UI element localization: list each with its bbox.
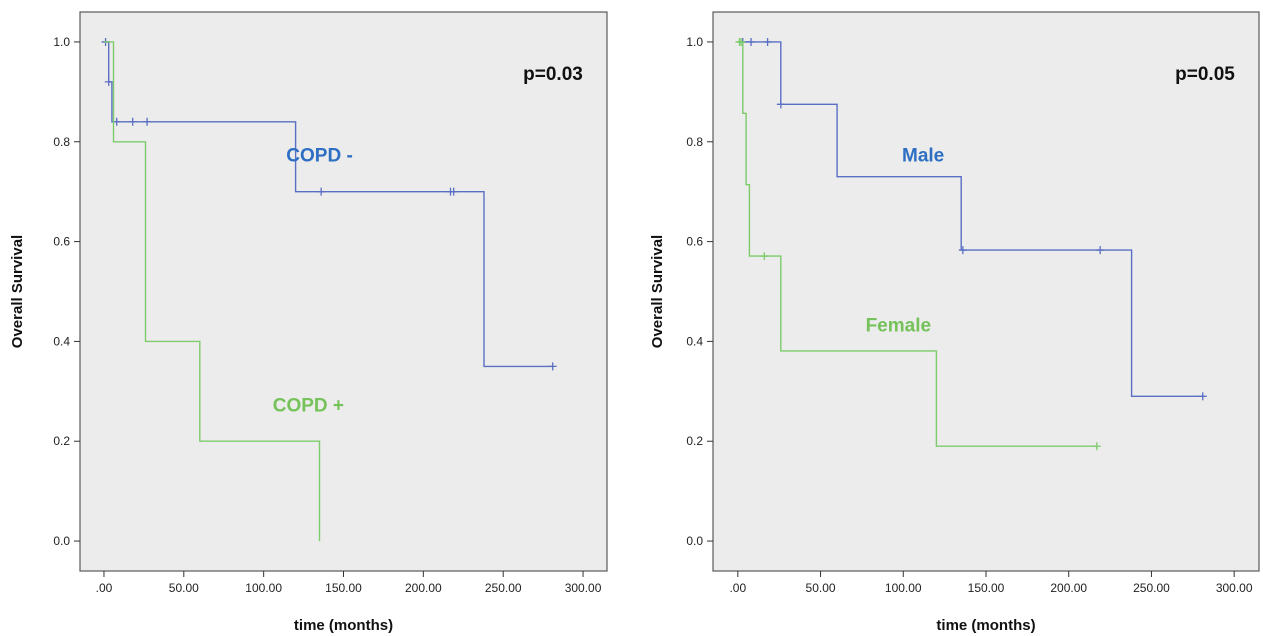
y-tick-label: 0.0 bbox=[53, 534, 70, 548]
survival-curve-female bbox=[737, 41, 1097, 447]
y-tick-label: 0.2 bbox=[686, 434, 703, 448]
plot-area bbox=[79, 11, 608, 572]
x-tick-label: 300.00 bbox=[565, 581, 602, 595]
y-tick-label: 1.0 bbox=[686, 35, 703, 49]
censor-mark bbox=[737, 37, 746, 46]
censor-mark bbox=[128, 117, 137, 126]
survival-curve-male bbox=[737, 41, 1203, 397]
x-tick-label: .00 bbox=[729, 581, 746, 595]
x-tick-label: 150.00 bbox=[968, 581, 1005, 595]
y-axis-label: Overall Survival bbox=[649, 235, 666, 348]
censor-mark bbox=[760, 252, 769, 261]
series-label-copd: COPD + bbox=[273, 395, 344, 416]
y-tick-label: 0.2 bbox=[53, 434, 70, 448]
series-label-male: Male bbox=[902, 146, 944, 167]
x-tick-label: 250.00 bbox=[1133, 581, 1170, 595]
p-value-annotation: p=0.05 bbox=[1175, 64, 1235, 85]
y-tick-label: 0.4 bbox=[686, 334, 703, 348]
chart-panel-right: .00 50.00 100.00 150.00 200.00 250.00 300.00 0.… bbox=[649, 11, 1260, 634]
censor-mark bbox=[104, 77, 113, 86]
censor-mark bbox=[449, 187, 458, 196]
x-tick-label: 200.00 bbox=[405, 581, 442, 595]
x-tick-label: 300.00 bbox=[1216, 581, 1253, 595]
y-tick-label: 0.6 bbox=[686, 235, 703, 249]
y-tick-label: 0.4 bbox=[53, 334, 70, 348]
plot-area bbox=[712, 11, 1260, 572]
censor-mark bbox=[747, 37, 756, 46]
censor-mark bbox=[1096, 246, 1105, 255]
censor-mark bbox=[776, 100, 785, 109]
p-value-annotation: p=0.03 bbox=[523, 64, 583, 85]
y-tick-label: 0.8 bbox=[686, 135, 703, 149]
series-label-female: Female bbox=[866, 315, 931, 336]
x-tick-label: .00 bbox=[96, 581, 113, 595]
survival-curve-copd bbox=[104, 41, 321, 542]
censor-mark bbox=[548, 362, 557, 371]
censor-mark bbox=[763, 37, 772, 46]
y-tick-label: 0.8 bbox=[53, 135, 70, 149]
x-tick-label: 50.00 bbox=[806, 581, 836, 595]
censor-mark bbox=[143, 117, 152, 126]
x-tick-label: 100.00 bbox=[245, 581, 282, 595]
x-tick-label: 100.00 bbox=[885, 581, 922, 595]
censor-mark bbox=[1198, 392, 1207, 401]
x-tick-label: 50.00 bbox=[169, 581, 199, 595]
x-tick-label: 250.00 bbox=[485, 581, 522, 595]
x-tick-label: 200.00 bbox=[1050, 581, 1087, 595]
censor-mark bbox=[958, 246, 967, 255]
censor-mark bbox=[1092, 442, 1101, 451]
y-axis-label: Overall Survival bbox=[9, 235, 26, 348]
series-label-copd: COPD - bbox=[286, 146, 353, 167]
chart-panel-left: .00 50.00 100.00 150.00 200.00 250.00 300.00 0.… bbox=[9, 11, 608, 634]
y-tick-label: 0.0 bbox=[686, 534, 703, 548]
y-tick-label: 1.0 bbox=[53, 35, 70, 49]
x-tick-label: 150.00 bbox=[325, 581, 362, 595]
x-axis-label: time (months) bbox=[294, 617, 393, 634]
y-tick-label: 0.6 bbox=[53, 235, 70, 249]
survival-curve-copd bbox=[104, 41, 553, 368]
x-axis-label: time (months) bbox=[936, 617, 1035, 634]
censor-mark bbox=[317, 187, 326, 196]
